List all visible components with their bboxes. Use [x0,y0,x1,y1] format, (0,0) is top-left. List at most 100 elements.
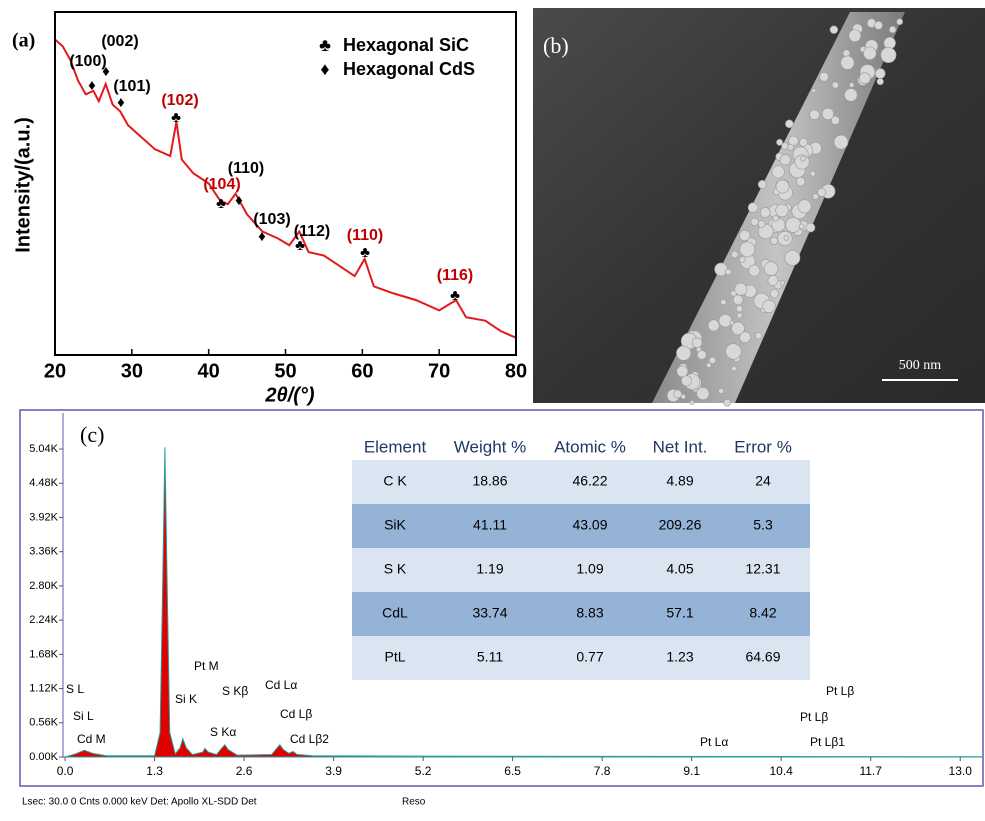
nanoparticle [831,81,839,89]
table-cell: S K [384,561,407,577]
nanoparticle [763,261,779,276]
peak-label: (002) [101,33,138,50]
table-cell: 1.09 [576,561,603,577]
x-tick-label: 5.2 [415,764,432,778]
element-label: S L [66,682,84,696]
table-cell: 1.23 [666,649,693,665]
nanoparticle [874,21,883,30]
nanoparticle [769,289,779,299]
y-axis-label: Intensity/(a.u.) [12,117,34,253]
nanoparticle [776,138,784,146]
x-tick-label: 50 [274,360,296,382]
nanoparticle [731,365,737,372]
table-row [352,504,810,548]
nanoparticle [770,236,779,245]
legend-label: Hexagonal CdS [343,59,475,79]
table-cell: 41.11 [473,517,507,533]
element-label: S Kα [210,725,236,739]
table-cell: 0.77 [576,649,603,665]
nanoparticle [771,165,785,179]
nanoparticle [809,170,816,177]
table-header: Net Int. [653,437,708,456]
x-tick-label: 80 [505,360,527,382]
table-cell: 24 [755,473,771,489]
nanoparticle [819,72,829,82]
nanoparticle [779,280,785,286]
element-label: Si L [73,709,94,723]
nanoparticle [734,282,748,296]
nanoparticle [858,72,871,85]
element-label: Pt Lβ [800,710,828,724]
nanoparticle [783,235,790,241]
nanoparticle [842,49,851,57]
x-tick-label: 6.5 [504,764,521,778]
nanoparticle [673,389,682,399]
nanoparticle [718,314,733,328]
panel-label: (c) [80,422,104,447]
nanoparticle [779,154,791,166]
nanoparticle [805,222,816,233]
peak-label: (110) [347,227,383,244]
table-cell: 8.83 [576,605,603,621]
x-tick-label: 11.7 [859,764,882,778]
nanoparticle [896,18,904,26]
nanoparticle [880,47,897,64]
nanoparticle [676,365,689,378]
legend-symbol: ♣ [319,35,331,55]
nanoparticle [812,193,819,200]
x-tick-label: 30 [121,360,143,382]
results-table: Element Weight % Atomic % Net Int. Error % C … [352,437,810,680]
table-cell: C K [383,473,407,489]
nanoparticle [811,88,817,93]
nanoparticle [739,241,756,258]
peak-marker: ♣ [171,109,181,126]
element-label: S Kβ [222,684,248,698]
nanoparticle [876,78,884,86]
table-cell: 18.86 [472,473,507,489]
legend-symbol: ♦ [320,59,329,79]
y-tick-label: 0.56K [29,717,58,729]
peak-label: (103) [253,211,290,228]
peak-label: (116) [437,267,473,284]
table-cell: SiK [384,517,406,533]
table-cell: 46.22 [572,473,607,489]
nanoparticle [706,362,712,368]
peak-label: (104) [203,176,240,193]
table-cell: 57.1 [666,605,693,621]
nanoparticle [723,398,731,407]
footer-info: Reso [402,797,426,808]
nanoparticle [798,223,805,230]
nanoparticle [735,305,744,313]
nanoparticle [739,331,752,344]
nanoparticle [731,321,745,336]
nanoparticle [833,134,849,150]
nanoparticle [750,217,759,227]
table-cell: 4.05 [666,561,693,577]
footer-info: Lsec: 30.0 0 Cnts 0.000 keV Det: Apollo … [22,797,257,808]
peak-marker: ♦ [117,94,125,111]
element-label: Cd Lβ2 [290,732,329,746]
x-tick-label: 10.4 [770,764,794,778]
x-tick-label: 13.0 [949,764,973,778]
table-cell: 43.09 [572,517,607,533]
table-row [352,636,810,680]
x-tick-label: 0.0 [57,764,74,778]
panel-label: (b) [543,33,569,58]
sem-image: (b) 500 nm [533,8,985,407]
element-label: Pt Lα [700,735,728,749]
x-tick-label: 3.9 [325,764,342,778]
nanoparticle [809,109,820,121]
nanoparticle [747,202,759,213]
y-tick-label: 1.12K [29,682,58,694]
x-tick-label: 1.3 [146,764,163,778]
y-tick-label: 1.68K [29,648,58,660]
peak-label: (112) [294,223,330,240]
peak-marker: ♦ [102,63,110,80]
y-tick-label: 0.00K [29,751,58,763]
nanoparticle [848,29,862,42]
nanoparticle [720,299,727,306]
scale-bar-label: 500 nm [899,358,942,373]
peak-marker: ♦ [88,77,96,94]
y-tick-label: 3.36K [29,546,58,558]
nanoparticle [821,107,835,120]
